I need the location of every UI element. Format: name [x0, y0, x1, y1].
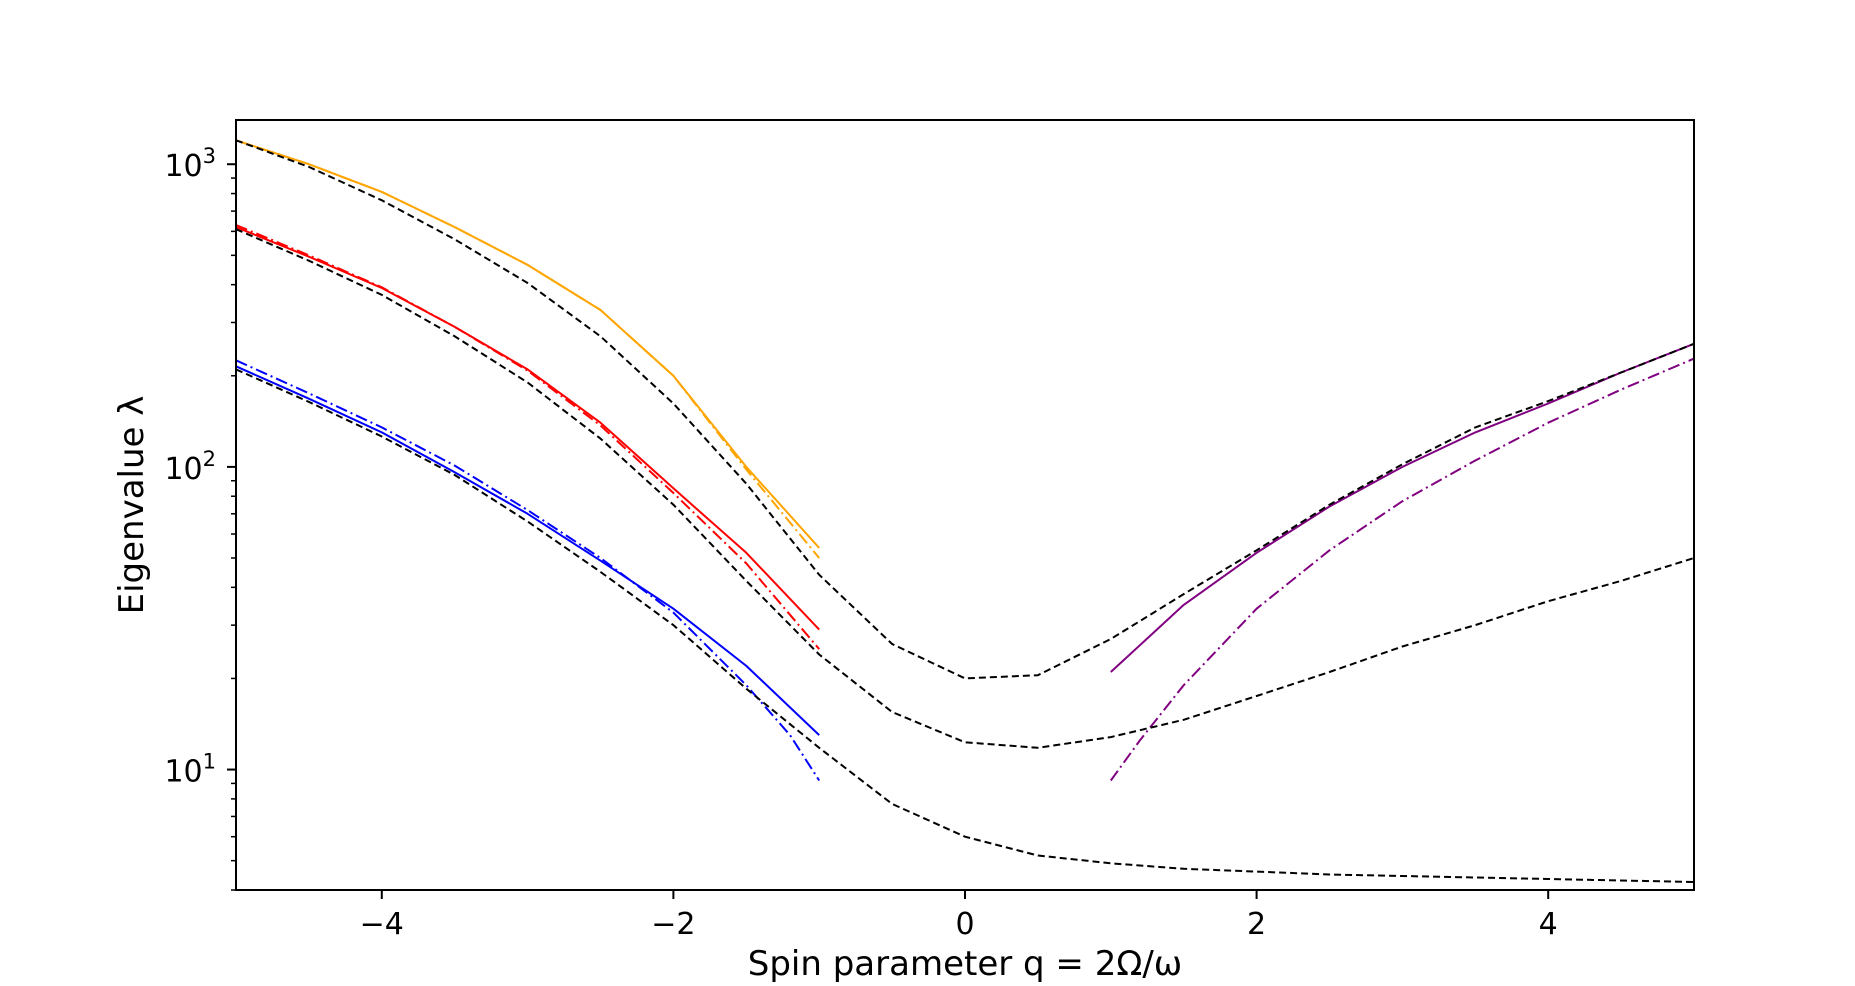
y-axis: 101 102 103	[164, 144, 236, 891]
series-line-black-dashed-8	[235, 139, 1695, 680]
x-tick-label: 0	[955, 907, 974, 942]
x-tick-label: 4	[1539, 907, 1558, 942]
series-line-blue-solid-4	[235, 365, 820, 736]
x-axis: −4 −2 0 2 4	[360, 890, 1558, 942]
series-line-purple-dashdot-7	[1109, 357, 1695, 782]
x-tick-label: 2	[1247, 907, 1266, 942]
series-line-red-solid-2	[235, 226, 820, 631]
y-tick-label: 102	[164, 447, 216, 487]
x-tick-label: −4	[360, 907, 404, 942]
y-tick-label: 101	[164, 750, 216, 790]
series-line-black-dashed-10	[235, 368, 1695, 883]
y-tick-label: 103	[164, 144, 216, 184]
y-axis-label: Eigenvalue λ	[112, 396, 152, 615]
plot-frame	[235, 119, 1695, 891]
x-axis-label: Spin parameter q = 2Ω/ω	[748, 944, 1183, 984]
series-layer	[235, 139, 1695, 883]
series-line-orange-dashdot-1	[235, 139, 820, 559]
series-line-orange-solid-0	[235, 139, 820, 549]
series-line-purple-solid-6	[1110, 342, 1695, 673]
series-line-blue-dashdot-5	[235, 359, 821, 782]
x-tick-label: −2	[651, 907, 695, 942]
series-line-black-dashed-9	[235, 228, 1695, 749]
series-line-red-dashdot-3	[235, 224, 820, 650]
